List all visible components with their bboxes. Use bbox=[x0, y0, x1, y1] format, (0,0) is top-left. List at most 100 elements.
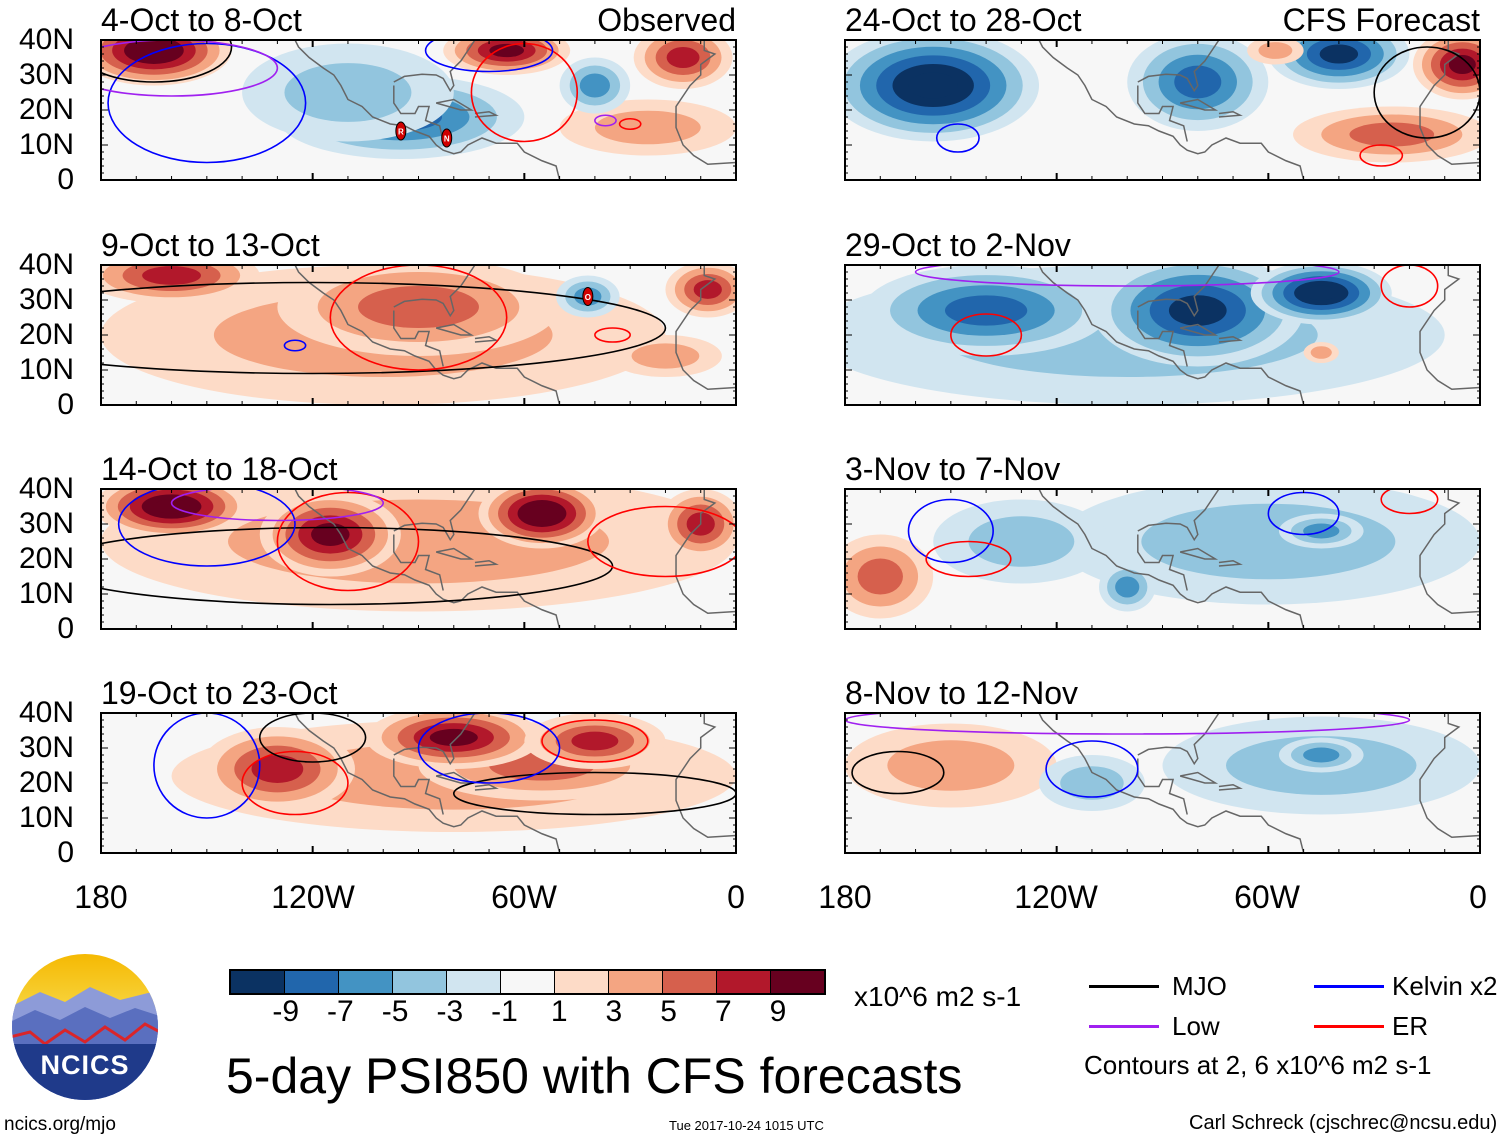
colorbar-tick-label: -3 bbox=[436, 995, 464, 1028]
legend-line-mjo bbox=[1089, 985, 1159, 988]
anomaly-shading bbox=[571, 731, 619, 751]
contour-kelvin bbox=[1045, 740, 1139, 798]
anomaly-shading bbox=[579, 73, 611, 98]
colorbar-swatch bbox=[555, 971, 609, 993]
coastline bbox=[1218, 335, 1243, 343]
coastline bbox=[1218, 110, 1243, 118]
anomaly-shading bbox=[311, 523, 350, 546]
contour-low bbox=[845, 713, 1411, 735]
lon-label: 0 bbox=[1469, 879, 1487, 915]
coastline bbox=[1419, 40, 1480, 166]
lat-label: 30N bbox=[18, 283, 74, 316]
coastline bbox=[1137, 265, 1220, 318]
panel-title: 4-Oct to 8-Oct bbox=[101, 2, 302, 38]
anomaly-shading bbox=[857, 558, 903, 595]
map-content: RN bbox=[101, 40, 736, 180]
legend-label-kelvin: Kelvin x2 bbox=[1392, 971, 1498, 1001]
coastline bbox=[1137, 758, 1188, 815]
lon-label: 180 bbox=[818, 879, 872, 915]
coastline bbox=[675, 40, 736, 166]
site-link[interactable]: ncics.org/mjo bbox=[4, 1114, 116, 1135]
coastline bbox=[1179, 323, 1219, 336]
anomaly-shading bbox=[908, 72, 958, 99]
storm-marker-icon: R bbox=[395, 121, 407, 141]
map-panel bbox=[100, 712, 737, 854]
anomaly-shading bbox=[251, 755, 304, 783]
coastline bbox=[294, 713, 561, 853]
coastline bbox=[1419, 713, 1480, 839]
anomaly-shading bbox=[631, 343, 700, 369]
map-content bbox=[101, 713, 736, 853]
contour-er bbox=[587, 505, 736, 578]
contour-er bbox=[1380, 489, 1439, 515]
credit: Carl Schreck (cjschrec@ncsu.edu) bbox=[1189, 1112, 1498, 1134]
panel-title: 19-Oct to 23-Oct bbox=[101, 675, 338, 711]
map-panel bbox=[844, 712, 1481, 854]
lat-label: 0 bbox=[57, 836, 74, 869]
coastline bbox=[1137, 489, 1220, 542]
lon-label: 0 bbox=[727, 879, 745, 915]
coastline bbox=[1218, 559, 1243, 567]
coastline bbox=[474, 559, 499, 567]
lon-label: 60W bbox=[491, 879, 557, 915]
figure-title: 5-day PSI850 with CFS forecasts bbox=[226, 1048, 963, 1104]
colorbar-tick-label: -1 bbox=[491, 995, 518, 1028]
panel-title: 14-Oct to 18-Oct bbox=[101, 451, 338, 487]
coastline bbox=[435, 98, 475, 111]
colorbar bbox=[229, 969, 826, 995]
anomaly-shading bbox=[594, 110, 701, 145]
lon-label: 120W bbox=[271, 879, 355, 915]
colorbar-tick-label: -5 bbox=[381, 995, 409, 1028]
colorbar-swatch bbox=[663, 971, 717, 993]
coastline bbox=[1419, 489, 1480, 615]
panel-title: 8-Nov to 12-Nov bbox=[845, 675, 1078, 711]
lat-label: 10N bbox=[18, 577, 74, 610]
contour-kelvin bbox=[424, 40, 554, 73]
legend-line-kelvin bbox=[1314, 985, 1384, 988]
coastline bbox=[294, 489, 561, 629]
anomaly-shading bbox=[1319, 44, 1359, 64]
anomaly-shading bbox=[527, 505, 557, 522]
contour-er bbox=[1380, 265, 1439, 308]
anomaly-shading bbox=[489, 43, 525, 58]
map-panel bbox=[100, 488, 737, 630]
anomaly-shading bbox=[666, 47, 700, 68]
coastline bbox=[1137, 40, 1220, 93]
lon-label: 60W bbox=[1234, 879, 1300, 915]
coastline bbox=[675, 489, 736, 615]
lat-label: 40N bbox=[18, 472, 74, 505]
coastline bbox=[474, 335, 499, 343]
contour-kelvin bbox=[153, 713, 261, 819]
contour-mjo bbox=[851, 750, 945, 795]
lat-label: 40N bbox=[18, 248, 74, 281]
colorbar-swatch bbox=[717, 971, 771, 993]
anomaly-shading bbox=[1349, 122, 1435, 147]
coastline bbox=[1179, 771, 1219, 784]
colorbar-swatch bbox=[771, 971, 824, 993]
ncics-logo: NCICS bbox=[10, 952, 160, 1102]
legend-label-low: Low bbox=[1172, 1011, 1220, 1041]
contour-low bbox=[101, 40, 279, 97]
coastline bbox=[393, 534, 444, 591]
anomaly-shading bbox=[968, 516, 1075, 567]
map-panel bbox=[844, 39, 1481, 181]
colorbar-swatch bbox=[501, 971, 555, 993]
colorbar-units: x10^6 m2 s-1 bbox=[854, 981, 1022, 1012]
storm-marker-icon: O bbox=[582, 287, 594, 306]
map-panel bbox=[844, 488, 1481, 630]
lat-label: 10N bbox=[18, 353, 74, 386]
coastline bbox=[1038, 40, 1305, 180]
colorbar-swatch bbox=[339, 971, 393, 993]
coastline bbox=[1137, 310, 1188, 367]
map-content bbox=[845, 265, 1480, 405]
lat-label: 20N bbox=[18, 542, 74, 575]
anomaly-shading bbox=[1258, 42, 1293, 59]
colorbar-tick-label: -7 bbox=[327, 995, 354, 1028]
anomaly-shading bbox=[1448, 54, 1476, 75]
panel-title: 3-Nov to 7-Nov bbox=[845, 451, 1061, 487]
colorbar-swatch bbox=[285, 971, 339, 993]
contour-er bbox=[925, 540, 1012, 578]
panel-title: 9-Oct to 13-Oct bbox=[101, 227, 320, 263]
colorbar-tick-label: 1 bbox=[550, 995, 568, 1028]
lat-label: 40N bbox=[18, 23, 74, 56]
